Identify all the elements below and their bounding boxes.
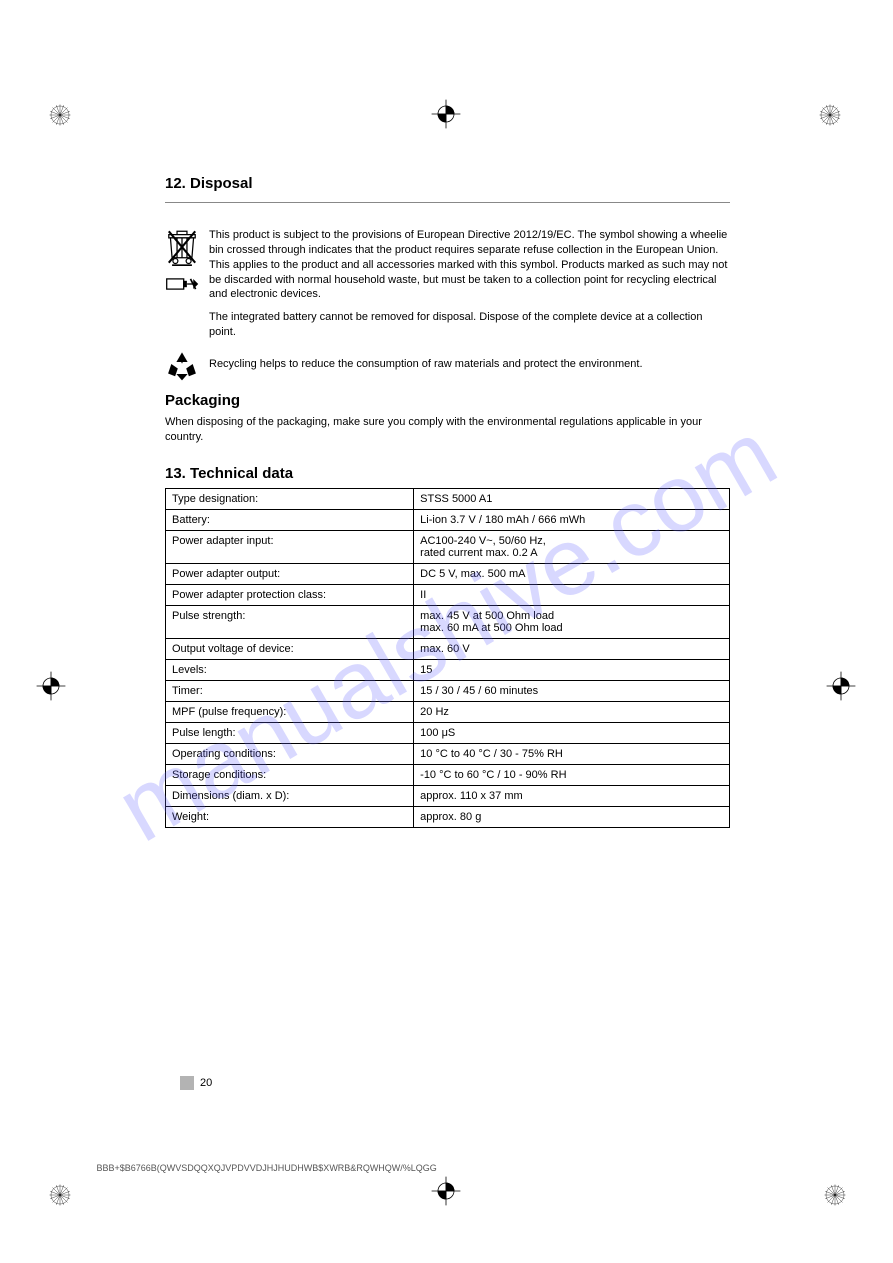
battery-no-trash-icon	[165, 274, 199, 294]
table-row: Battery:Li-ion 3.7 V / 180 mAh / 666 mWh	[166, 509, 730, 530]
table-row: Pulse strength:max. 45 V at 500 Ohm load…	[166, 605, 730, 638]
page-content: 12. Disposal	[165, 175, 730, 828]
table-row: Dimensions (diam. x D):approx. 110 x 37 …	[166, 785, 730, 806]
table-row: Power adapter protection class:II	[166, 584, 730, 605]
table-cell: Weight:	[166, 806, 414, 827]
table-row: Storage conditions:-10 °C to 60 °C / 10 …	[166, 764, 730, 785]
heading-technical: 13. Technical data	[165, 465, 730, 482]
footer-left: BBB+$B6766B(QWVSDQQXQJVPDVVDJHJHUDHWB$XW…	[97, 1163, 437, 1173]
section-rule	[165, 202, 730, 203]
page-number-marker	[180, 1076, 194, 1090]
table-cell: Operating conditions:	[166, 743, 414, 764]
table-cell: STSS 5000 A1	[414, 488, 730, 509]
table-cell: Type designation:	[166, 488, 414, 509]
table-cell: Timer:	[166, 680, 414, 701]
table-cell: approx. 80 g	[414, 806, 730, 827]
table-cell: II	[414, 584, 730, 605]
table-cell: Levels:	[166, 659, 414, 680]
table-cell: Power adapter input:	[166, 530, 414, 563]
table-cell: Li-ion 3.7 V / 180 mAh / 666 mWh	[414, 509, 730, 530]
heading-packaging: Packaging	[165, 392, 730, 409]
weee-icon-block	[165, 228, 199, 294]
table-cell: 10 °C to 40 °C / 30 - 75% RH	[414, 743, 730, 764]
packaging-text: When disposing of the packaging, make su…	[165, 415, 730, 445]
reg-mark-cross-bottom	[430, 1175, 462, 1207]
reg-mark-radial-bl	[45, 1180, 75, 1210]
table-cell: 20 Hz	[414, 701, 730, 722]
table-cell: max. 60 V	[414, 638, 730, 659]
disposal-row-1: This product is subject to the provision…	[165, 228, 730, 340]
table-cell: 100 μS	[414, 722, 730, 743]
technical-data-table: Type designation:STSS 5000 A1Battery:Li-…	[165, 488, 730, 828]
table-cell: Output voltage of device:	[166, 638, 414, 659]
table-row: Operating conditions:10 °C to 40 °C / 30…	[166, 743, 730, 764]
table-row: Output voltage of device:max. 60 V	[166, 638, 730, 659]
table-cell: Power adapter protection class:	[166, 584, 414, 605]
table-cell: 15 / 30 / 45 / 60 minutes	[414, 680, 730, 701]
table-cell: Power adapter output:	[166, 563, 414, 584]
reg-mark-radial-br	[820, 1180, 850, 1210]
table-cell: DC 5 V, max. 500 mA	[414, 563, 730, 584]
table-row: Pulse length:100 μS	[166, 722, 730, 743]
table-row: Power adapter output:DC 5 V, max. 500 mA	[166, 563, 730, 584]
page-number: 20	[180, 1076, 212, 1090]
table-cell: AC100-240 V~, 50/60 Hz, rated current ma…	[414, 530, 730, 563]
disposal-battery-text: The integrated battery cannot be removed…	[209, 310, 730, 340]
table-cell: Battery:	[166, 509, 414, 530]
table-cell: -10 °C to 60 °C / 10 - 90% RH	[414, 764, 730, 785]
table-cell: Pulse strength:	[166, 605, 414, 638]
weee-bin-icon	[165, 228, 199, 266]
heading-disposal: 12. Disposal	[165, 175, 730, 192]
recycle-row: Recycling helps to reduce the consumptio…	[165, 350, 730, 382]
reg-mark-cross-right	[825, 670, 857, 702]
table-row: Weight:approx. 80 g	[166, 806, 730, 827]
table-cell: max. 45 V at 500 Ohm load max. 60 mA at …	[414, 605, 730, 638]
table-cell: Storage conditions:	[166, 764, 414, 785]
table-row: Power adapter input:AC100-240 V~, 50/60 …	[166, 530, 730, 563]
table-cell: 15	[414, 659, 730, 680]
recycle-icon	[165, 350, 199, 382]
reg-mark-cross-top	[430, 98, 462, 130]
table-row: Timer:15 / 30 / 45 / 60 minutes	[166, 680, 730, 701]
table-cell: MPF (pulse frequency):	[166, 701, 414, 722]
table-cell: Pulse length:	[166, 722, 414, 743]
disposal-intro-text: This product is subject to the provision…	[209, 228, 730, 302]
table-cell: approx. 110 x 37 mm	[414, 785, 730, 806]
page-number-value: 20	[200, 1077, 212, 1089]
reg-mark-radial-tl	[45, 100, 75, 130]
recycle-text: Recycling helps to reduce the consumptio…	[209, 350, 643, 372]
table-cell: Dimensions (diam. x D):	[166, 785, 414, 806]
table-row: MPF (pulse frequency):20 Hz	[166, 701, 730, 722]
table-row: Type designation:STSS 5000 A1	[166, 488, 730, 509]
table-row: Levels:15	[166, 659, 730, 680]
reg-mark-radial-tr	[815, 100, 845, 130]
reg-mark-cross-left	[35, 670, 67, 702]
footer-meta: BBB+$B6766B(QWVSDQQXQJVPDVVDJHJHUDHWB$XW…	[97, 1163, 797, 1173]
